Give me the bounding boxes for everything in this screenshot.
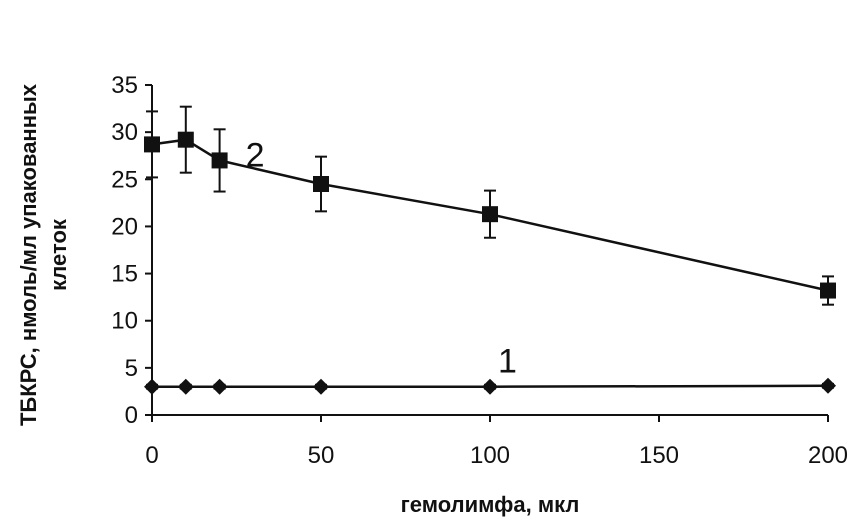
x-tick-label: 0 [145, 442, 158, 469]
series-layer [144, 105, 836, 395]
y-tick-label: 35 [111, 72, 138, 99]
series-label-2: 2 [246, 136, 265, 174]
x-axis-title: гемолимфа, мкл [401, 492, 580, 517]
y-tick-label: 15 [111, 261, 138, 288]
y-tick-label: 30 [111, 119, 138, 146]
series-label-1: 1 [498, 343, 517, 381]
data-point [482, 206, 498, 223]
y-tick-label: 5 [125, 355, 138, 382]
y-axis-title-line2: клеток [46, 218, 71, 291]
labels: 0 5 10 15 20 25 30 35 0 50 100 150 200 2 1 [111, 72, 848, 469]
data-point [482, 378, 498, 395]
y-tick-label: 20 [111, 213, 138, 240]
y-tick-label: 0 [125, 402, 138, 429]
data-point [144, 136, 160, 153]
y-axis-title-line1: ТБКРС, нмоль/мл упакованных [16, 83, 41, 426]
data-point [211, 152, 228, 169]
x-tick-label: 100 [470, 442, 510, 469]
data-point [313, 378, 329, 395]
y-tick-label: 25 [111, 166, 138, 193]
x-tick-label: 150 [639, 442, 679, 469]
data-point [313, 176, 329, 192]
series-1 [144, 377, 836, 395]
y-tick-label: 10 [111, 308, 138, 335]
data-point [144, 378, 160, 395]
data-point [177, 131, 194, 148]
data-point [820, 377, 836, 394]
series-2 [144, 105, 836, 306]
data-point [211, 378, 228, 395]
x-tick-label: 200 [808, 442, 848, 469]
x-tick-label: 50 [308, 442, 335, 469]
data-point [177, 378, 194, 395]
data-point [820, 282, 836, 299]
